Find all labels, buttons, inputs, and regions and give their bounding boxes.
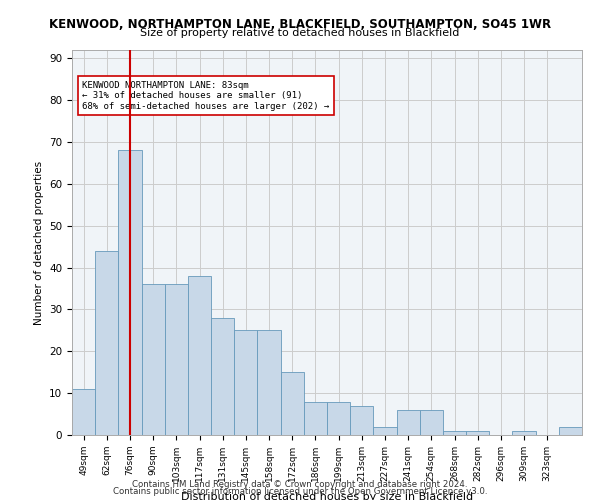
Bar: [142, 284, 165, 435]
Bar: [327, 402, 350, 435]
Bar: [95, 251, 118, 435]
Bar: [188, 276, 211, 435]
Bar: [512, 431, 536, 435]
Bar: [281, 372, 304, 435]
Bar: [72, 389, 95, 435]
Bar: [118, 150, 142, 435]
Bar: [234, 330, 257, 435]
Bar: [304, 402, 327, 435]
Bar: [165, 284, 188, 435]
Bar: [373, 426, 397, 435]
Bar: [211, 318, 234, 435]
Bar: [350, 406, 373, 435]
Text: KENWOOD NORTHAMPTON LANE: 83sqm
← 31% of detached houses are smaller (91)
68% of: KENWOOD NORTHAMPTON LANE: 83sqm ← 31% of…: [82, 81, 329, 110]
Text: KENWOOD, NORTHAMPTON LANE, BLACKFIELD, SOUTHAMPTON, SO45 1WR: KENWOOD, NORTHAMPTON LANE, BLACKFIELD, S…: [49, 18, 551, 30]
Y-axis label: Number of detached properties: Number of detached properties: [34, 160, 44, 324]
Bar: [397, 410, 420, 435]
Text: Contains HM Land Registry data © Crown copyright and database right 2024.: Contains HM Land Registry data © Crown c…: [132, 480, 468, 489]
X-axis label: Distribution of detached houses by size in Blackfield: Distribution of detached houses by size …: [181, 492, 473, 500]
Bar: [443, 431, 466, 435]
Bar: [559, 426, 582, 435]
Text: Size of property relative to detached houses in Blackfield: Size of property relative to detached ho…: [140, 28, 460, 38]
Bar: [257, 330, 281, 435]
Bar: [420, 410, 443, 435]
Bar: [466, 431, 489, 435]
Text: Contains public sector information licensed under the Open Government Licence v3: Contains public sector information licen…: [113, 487, 487, 496]
